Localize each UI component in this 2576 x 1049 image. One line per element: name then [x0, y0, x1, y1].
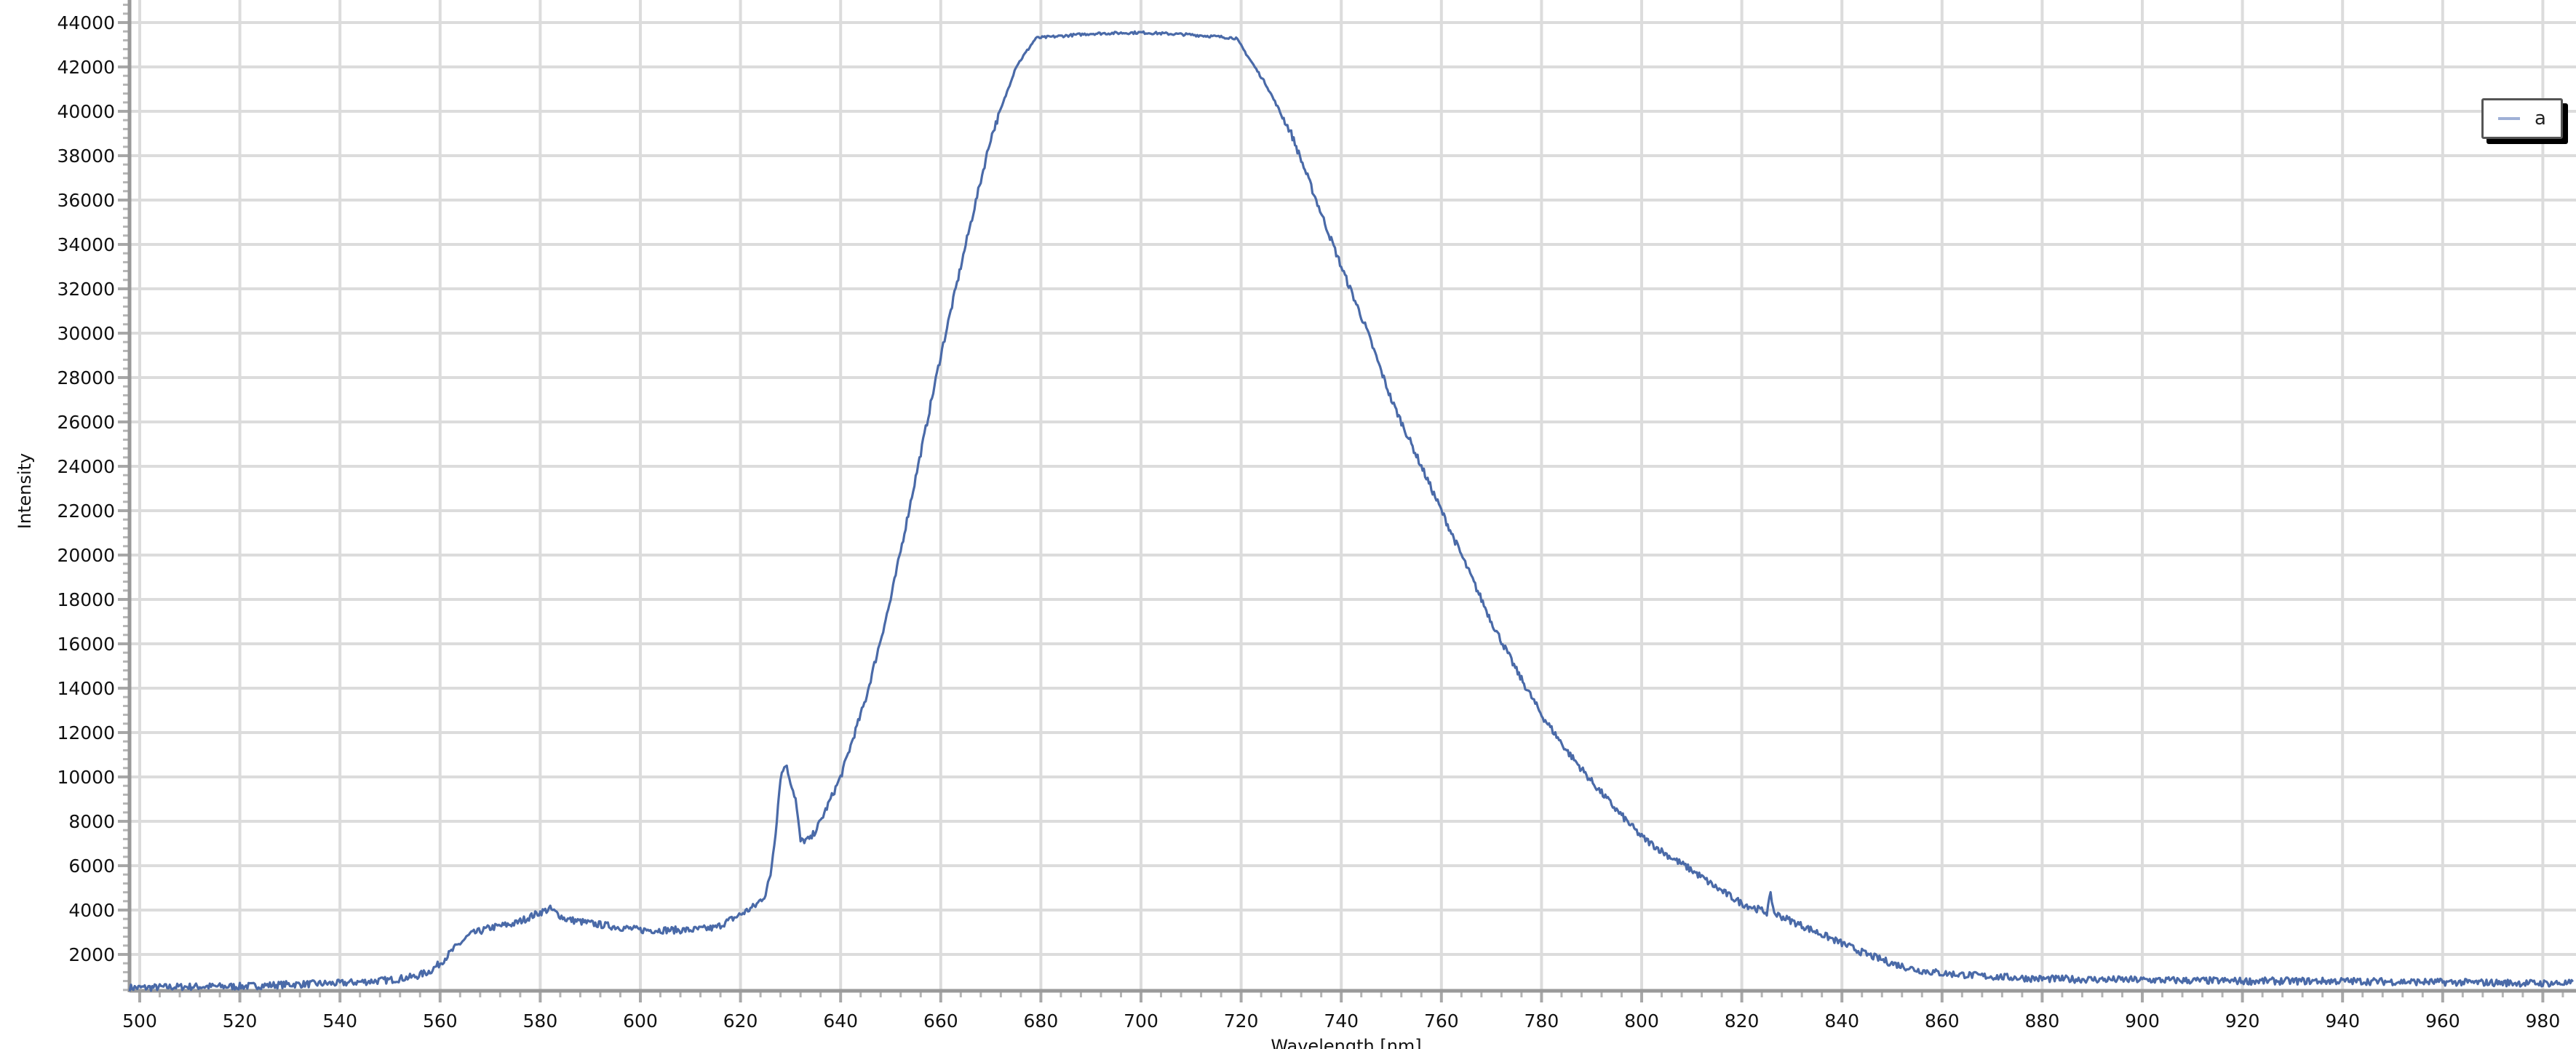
x-tick-label: 600 — [623, 1010, 658, 1032]
x-tick-label: 920 — [2225, 1010, 2260, 1032]
y-tick-label: 6000 — [68, 855, 115, 877]
y-tick-label: 20000 — [57, 545, 115, 566]
x-tick-label: 760 — [1424, 1010, 1459, 1032]
x-tick-label: 720 — [1224, 1010, 1259, 1032]
x-tick-label: 560 — [423, 1010, 458, 1032]
y-tick-label: 16000 — [57, 634, 115, 655]
x-tick-label: 960 — [2425, 1010, 2460, 1032]
legend-label-a: a — [2535, 108, 2546, 129]
legend: a — [2481, 98, 2563, 139]
x-tick-label: 780 — [1524, 1010, 1559, 1032]
tick-labels: 500 520 540 560 580 600 620 640 660 680 700 720 740 7… — [57, 12, 2560, 1032]
legend-swatch-a — [2498, 117, 2521, 120]
x-tick-label: 680 — [1024, 1010, 1059, 1032]
y-tick-label: 30000 — [57, 323, 115, 344]
y-tick-label: 32000 — [57, 279, 115, 300]
x-tick-label: 700 — [1124, 1010, 1158, 1032]
y-tick-label: 26000 — [57, 412, 115, 433]
y-tick-label: 40000 — [57, 101, 115, 122]
x-tick-label: 740 — [1324, 1010, 1359, 1032]
series-a-line — [128, 30, 2574, 992]
x-tick-label: 580 — [523, 1010, 558, 1032]
x-tick-label: 820 — [1725, 1010, 1760, 1032]
y-tick-label: 22000 — [57, 500, 115, 522]
x-axis-label: Wavelength [nm] — [1271, 1036, 1421, 1049]
x-tick-label: 620 — [723, 1010, 758, 1032]
x-tick-label: 520 — [223, 1010, 258, 1032]
y-tick-label: 14000 — [57, 678, 115, 699]
y-tick-label: 4000 — [68, 900, 115, 921]
x-tick-label: 500 — [122, 1010, 157, 1032]
axes — [118, 0, 2576, 1002]
y-tick-label: 28000 — [57, 367, 115, 388]
y-tick-label: 42000 — [57, 57, 115, 78]
x-tick-label: 800 — [1624, 1010, 1659, 1032]
y-axis-label: Intensity — [15, 453, 35, 529]
y-tick-label: 10000 — [57, 767, 115, 788]
y-tick-label: 44000 — [57, 12, 115, 33]
y-tick-label: 2000 — [68, 944, 115, 965]
x-tick-label: 880 — [2025, 1010, 2060, 1032]
y-tick-label: 36000 — [57, 190, 115, 211]
x-tick-label: 900 — [2125, 1010, 2160, 1032]
x-tick-label: 840 — [1824, 1010, 1859, 1032]
x-tick-label: 940 — [2325, 1010, 2360, 1032]
y-tick-label: 38000 — [57, 145, 115, 167]
y-tick-label: 12000 — [57, 722, 115, 743]
x-tick-label: 980 — [2526, 1010, 2561, 1032]
y-tick-label: 34000 — [57, 234, 115, 255]
x-tick-label: 860 — [1925, 1010, 1960, 1032]
x-tick-label: 640 — [823, 1010, 858, 1032]
y-tick-label: 8000 — [68, 811, 115, 832]
y-tick-label: 24000 — [57, 456, 115, 477]
y-tick-label: 18000 — [57, 589, 115, 610]
x-tick-label: 540 — [322, 1010, 357, 1032]
grid — [130, 0, 2576, 991]
x-tick-label: 660 — [923, 1010, 958, 1032]
